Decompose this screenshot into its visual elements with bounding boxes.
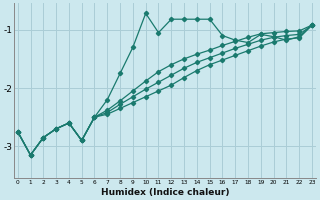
X-axis label: Humidex (Indice chaleur): Humidex (Indice chaleur) [101, 188, 229, 197]
